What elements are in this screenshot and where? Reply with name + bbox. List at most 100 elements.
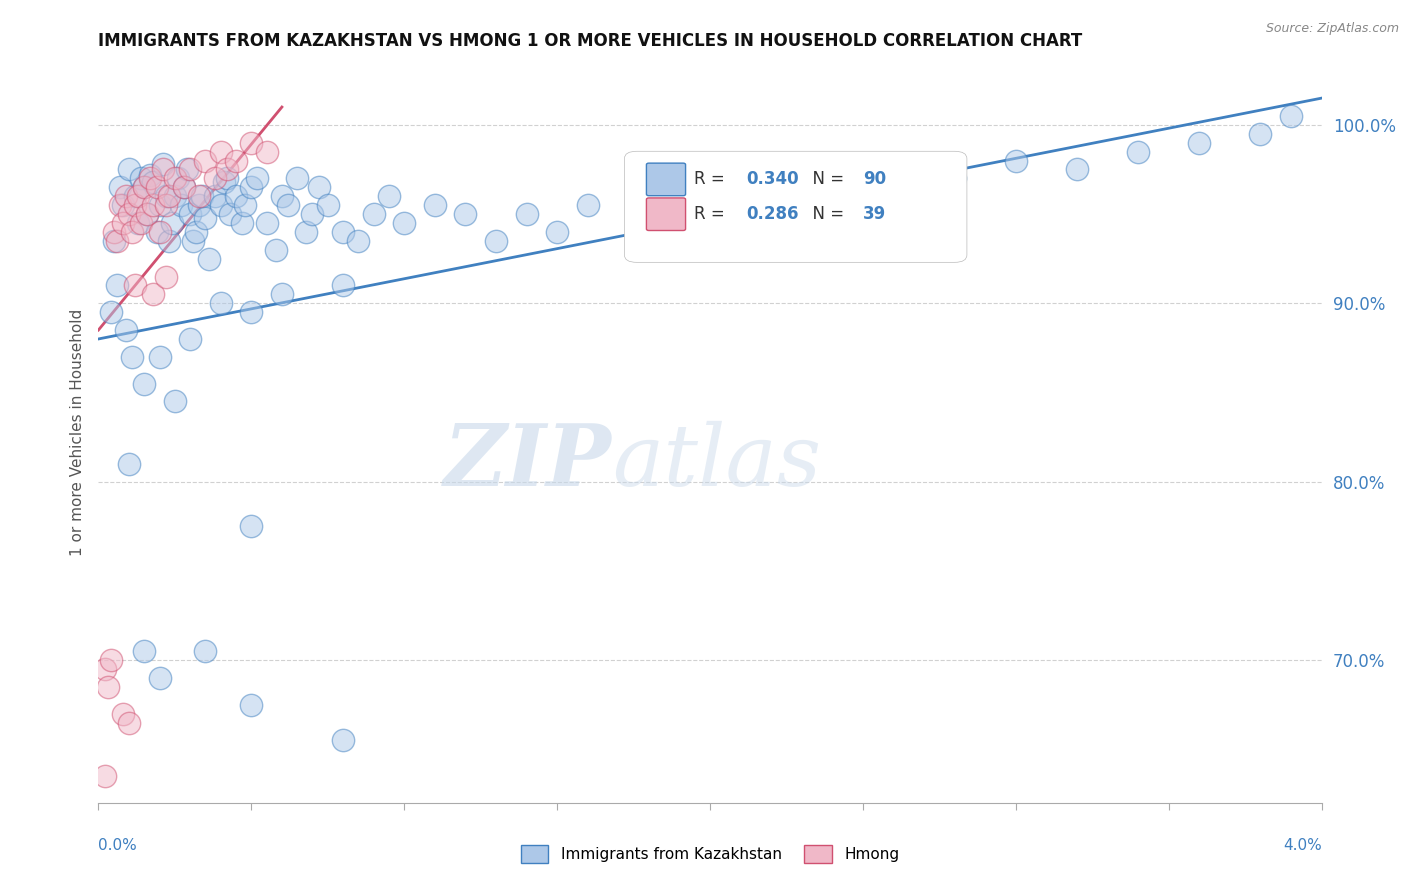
Text: IMMIGRANTS FROM KAZAKHSTAN VS HMONG 1 OR MORE VEHICLES IN HOUSEHOLD CORRELATION : IMMIGRANTS FROM KAZAKHSTAN VS HMONG 1 OR… — [98, 32, 1083, 50]
Point — [142, 198, 165, 212]
Point — [231, 216, 253, 230]
Point — [170, 198, 193, 212]
Point — [194, 211, 217, 225]
Point — [155, 198, 177, 212]
Point — [93, 662, 115, 676]
Text: 0.286: 0.286 — [747, 205, 799, 223]
Point — [1004, 153, 1026, 168]
Point — [240, 698, 263, 712]
Point — [124, 198, 146, 212]
Point — [1279, 109, 1302, 123]
Point — [392, 216, 416, 230]
Point — [134, 644, 156, 658]
Text: R =: R = — [695, 170, 730, 188]
Point — [485, 234, 508, 248]
Point — [149, 350, 172, 364]
Point — [233, 198, 256, 212]
FancyBboxPatch shape — [647, 198, 686, 230]
Point — [209, 198, 232, 212]
Text: N =: N = — [801, 170, 849, 188]
Point — [118, 715, 141, 730]
Point — [145, 225, 167, 239]
Point — [194, 153, 217, 168]
Point — [121, 225, 143, 239]
Point — [270, 189, 294, 203]
Point — [105, 234, 128, 248]
Point — [186, 225, 208, 239]
Point — [149, 225, 172, 239]
Point — [256, 145, 278, 159]
Point — [197, 252, 219, 266]
Point — [240, 305, 263, 319]
Text: ZIP: ZIP — [444, 420, 612, 504]
Point — [821, 180, 844, 194]
Point — [173, 180, 195, 194]
Point — [100, 305, 122, 319]
Point — [256, 216, 278, 230]
Text: Source: ZipAtlas.com: Source: ZipAtlas.com — [1265, 22, 1399, 36]
Point — [149, 198, 172, 212]
Point — [108, 198, 131, 212]
Point — [188, 198, 211, 212]
Point — [97, 680, 120, 694]
Point — [152, 157, 174, 171]
Point — [215, 162, 238, 177]
Text: 0.340: 0.340 — [747, 170, 800, 188]
Point — [127, 216, 149, 230]
Point — [194, 644, 217, 658]
FancyBboxPatch shape — [624, 152, 967, 262]
Point — [139, 171, 162, 186]
Text: N =: N = — [801, 205, 849, 223]
Point — [301, 207, 323, 221]
Point — [179, 162, 201, 177]
Point — [155, 189, 177, 203]
Point — [121, 350, 143, 364]
Point — [136, 207, 159, 221]
Text: 0.0%: 0.0% — [98, 838, 138, 854]
Point — [204, 189, 226, 203]
Point — [285, 171, 308, 186]
Point — [264, 243, 287, 257]
Text: atlas: atlas — [612, 421, 821, 504]
Point — [637, 189, 661, 203]
Y-axis label: 1 or more Vehicles in Household: 1 or more Vehicles in Household — [69, 309, 84, 557]
Point — [219, 207, 242, 221]
Point — [167, 171, 190, 186]
FancyBboxPatch shape — [647, 163, 686, 195]
Point — [363, 207, 385, 221]
Point — [515, 207, 537, 221]
Point — [115, 323, 138, 337]
Point — [134, 376, 156, 391]
Point — [100, 653, 122, 667]
Point — [136, 207, 159, 221]
Point — [118, 162, 141, 177]
Point — [246, 171, 269, 186]
Point — [546, 225, 568, 239]
Point — [134, 180, 156, 194]
Point — [129, 216, 152, 230]
Point — [240, 519, 263, 533]
Point — [270, 287, 294, 301]
Point — [124, 189, 146, 203]
Point — [378, 189, 401, 203]
Point — [179, 207, 201, 221]
Point — [157, 189, 180, 203]
Point — [111, 216, 134, 230]
Point — [173, 180, 195, 194]
Point — [103, 234, 125, 248]
Point — [883, 162, 905, 177]
Point — [134, 180, 156, 194]
Point — [139, 168, 162, 182]
Point — [332, 278, 354, 293]
Point — [127, 189, 149, 203]
Point — [163, 171, 186, 186]
Point — [761, 171, 783, 186]
Point — [212, 175, 235, 189]
Point — [111, 706, 134, 721]
Point — [943, 171, 966, 186]
Text: 4.0%: 4.0% — [1282, 838, 1322, 854]
Point — [1188, 136, 1211, 150]
Legend: Immigrants from Kazakhstan, Hmong: Immigrants from Kazakhstan, Hmong — [515, 839, 905, 869]
Point — [225, 153, 247, 168]
Point — [160, 216, 183, 230]
